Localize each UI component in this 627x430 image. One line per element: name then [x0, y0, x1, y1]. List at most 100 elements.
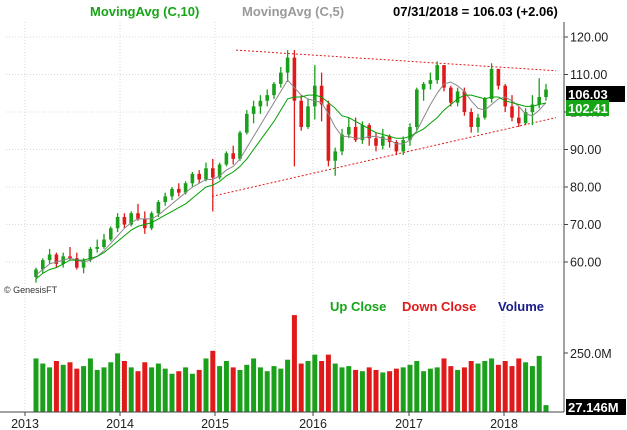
price-bar-body: [190, 173, 195, 184]
volume-bar: [87, 358, 93, 412]
ma-flag: 102.41: [566, 100, 609, 116]
price-bar-body: [449, 87, 453, 103]
volume-bar: [108, 362, 114, 412]
volume-bars: [33, 315, 549, 412]
volume-bar: [393, 368, 399, 412]
volume-bar: [291, 315, 297, 412]
volume-bar: [359, 371, 365, 412]
volume-bar: [353, 369, 359, 412]
volume-bar: [74, 368, 80, 412]
price-bar-body: [211, 168, 215, 178]
volume-bar: [169, 373, 175, 412]
price-bar-body: [313, 85, 317, 107]
price-bar-body: [442, 65, 446, 88]
volume-bar: [189, 373, 195, 412]
volume-bar: [319, 361, 325, 412]
volume-bar: [332, 363, 338, 412]
volume-bar: [387, 371, 393, 412]
vol-tick: 250.0M: [564, 347, 612, 361]
quote-label: 07/31/2018 = 106.03 (+2.06): [393, 4, 558, 19]
upper-trendline: [235, 49, 557, 72]
volume-bar: [468, 361, 474, 412]
price-bar-body: [435, 65, 439, 81]
price-bar-body: [251, 106, 256, 114]
volume-bar: [502, 361, 508, 412]
volume-bar: [278, 368, 284, 412]
price-bar-body: [54, 254, 59, 264]
volume-bar: [128, 367, 134, 412]
ma10-line: [35, 94, 547, 280]
price-bar-body: [129, 213, 133, 225]
volume-bar: [427, 368, 433, 412]
price-bar-body: [469, 112, 473, 127]
time-tick-label: 2013: [11, 417, 39, 430]
volume-bar: [264, 371, 270, 412]
volume-bar: [536, 355, 542, 412]
ma5-label: MovingAvg (C,5): [242, 4, 344, 19]
volume-tick-label: 250.0M: [570, 347, 612, 361]
price-bar-body: [340, 134, 344, 152]
price-bar-body: [428, 80, 433, 84]
ma5-line: [35, 79, 547, 276]
volume-bar: [414, 361, 420, 412]
volume-bar: [60, 364, 66, 412]
price-bar-body: [122, 217, 127, 225]
price-bar-body: [265, 95, 269, 101]
price-bar-body: [544, 89, 548, 97]
price-bar-body: [415, 89, 419, 127]
time-tick-label: 2014: [106, 417, 134, 430]
price-bar-body: [183, 183, 188, 193]
price-bar-body: [353, 127, 358, 141]
price-bar-body: [476, 117, 480, 127]
volume-bar: [142, 362, 148, 412]
price-bar-body: [102, 239, 106, 247]
volume-bar: [285, 359, 291, 412]
price-bar-body: [292, 57, 297, 101]
price-bar-body: [421, 83, 426, 90]
price-bar-body: [401, 140, 405, 152]
volume-bar: [366, 367, 372, 412]
last-volume-label: 27.146M: [568, 400, 619, 415]
volume-bar: [489, 358, 495, 412]
volume-bar: [47, 367, 53, 412]
volume-bar: [244, 364, 250, 412]
watermark: © GenesisFT: [4, 285, 58, 295]
lower-trendline: [211, 117, 557, 197]
volume-bar: [373, 369, 379, 412]
price-bar-body: [41, 260, 45, 270]
volume-bar: [53, 361, 59, 412]
price-bar-body: [81, 260, 86, 268]
price-bar-body: [496, 68, 501, 86]
volume-bar: [67, 362, 73, 412]
volume-bar: [455, 369, 461, 412]
volume-bar: [380, 372, 386, 412]
price-bar-body: [394, 142, 399, 152]
volume-bar: [339, 367, 345, 412]
price-bar-body: [238, 132, 242, 159]
legend-up-close: Up Close: [330, 299, 386, 314]
last-price-label: 106.03: [568, 87, 608, 102]
price-bar-body: [455, 91, 460, 103]
ma10-label: MovingAvg (C,10): [90, 4, 199, 19]
price-bar-body: [381, 136, 385, 146]
volume-bar: [210, 350, 216, 412]
price-tick-label: 80.00: [570, 181, 601, 195]
last-volume-flag: 27.146M: [566, 399, 626, 415]
time-tick-label: 2016: [299, 417, 327, 430]
volume-bar: [529, 366, 535, 412]
volume-bar: [400, 367, 406, 412]
price-bar-body: [319, 85, 324, 105]
volume-bar: [149, 367, 155, 412]
price-bar-body: [75, 258, 79, 268]
price-bar-body: [285, 57, 290, 73]
gridlines: [6, 22, 564, 412]
price-bar-body: [299, 100, 303, 127]
price-bar-body: [530, 104, 535, 112]
price-bar-body: [136, 213, 140, 219]
price-tick-label: 110.00: [570, 68, 607, 82]
volume-bar: [40, 363, 46, 412]
price-bar-body: [408, 127, 412, 141]
price-bar-body: [489, 68, 494, 99]
time-axis-ticks: 2013 2014 2015 2016 2017 2018: [11, 412, 518, 430]
price-bar-body: [224, 153, 229, 165]
